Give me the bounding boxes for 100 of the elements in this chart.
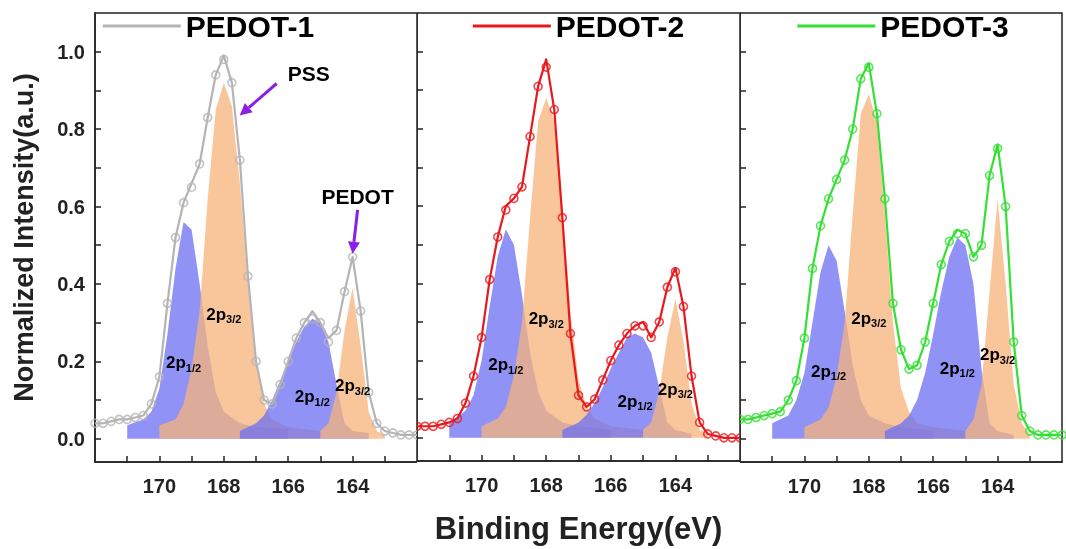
point [396,430,406,440]
point [767,408,777,419]
point [90,418,100,429]
point [710,431,721,441]
point [1025,426,1035,436]
point [622,328,632,339]
point [476,332,487,343]
point [807,263,818,274]
point [452,413,463,424]
x-tick-label: 170 [464,474,499,496]
point [686,371,697,381]
point [944,236,955,247]
point [888,298,898,309]
point [291,333,302,343]
point [460,398,471,408]
point [484,274,495,285]
legend-label: PEDOT-3 [880,9,1009,43]
point [235,155,245,165]
point [509,193,519,204]
point [799,333,810,343]
point [468,371,479,381]
point [783,395,794,405]
point [243,271,253,281]
x-tick-label: 166 [916,475,950,497]
point [751,412,761,423]
point [968,252,979,262]
x-tick-label: 164 [335,475,371,497]
point [210,70,221,80]
point [371,418,382,429]
y-tick-label: 1.0 [57,40,85,63]
point [154,372,165,382]
point [1000,201,1011,212]
point [194,159,205,169]
point [299,317,310,328]
point [984,170,995,181]
point [1041,430,1051,440]
y-axis-title: Normalized Intensity(a.u.) [8,73,39,402]
point [719,433,729,443]
point [831,174,842,185]
point [525,131,535,142]
y-tick-label: 0.6 [57,195,85,218]
point [307,313,318,324]
point [654,317,665,327]
point [355,306,366,316]
point [936,259,947,270]
point [186,182,197,192]
point [517,181,527,192]
x-axis-title: Binding Energy(eV) [434,511,723,546]
point [339,286,350,297]
point [743,414,753,425]
point [501,205,511,215]
point [791,375,802,386]
point [702,429,713,439]
point [267,399,277,409]
point [1008,337,1019,347]
point [444,417,455,428]
y-tick-label: 0.4 [57,272,86,295]
point [823,193,834,204]
x-tick-label: 170 [787,475,822,497]
point [912,360,922,371]
y-tick-label: 0.0 [57,427,85,450]
point [259,395,269,405]
point [283,356,293,367]
x-tick-label: 164 [980,475,1016,497]
point [162,298,173,309]
x-tick-label: 170 [142,475,177,497]
point [323,337,334,347]
x-tick-label: 168 [852,475,886,497]
point [670,266,681,277]
point [541,62,551,72]
legend-label: PEDOT-1 [185,9,315,43]
point [847,124,858,134]
point [904,364,914,374]
point [138,410,149,421]
point [1033,430,1043,440]
point [178,197,189,208]
point [815,221,826,231]
x-tick-label: 168 [207,475,241,497]
point [331,325,342,336]
point [275,379,285,390]
point [170,232,181,243]
point [928,298,938,309]
point [146,399,157,409]
point [638,321,648,331]
point [420,421,430,432]
point [347,252,358,262]
point [872,108,882,119]
point [614,340,624,350]
legend-label: PEDOT-2 [555,9,685,43]
point [202,112,213,123]
point [775,406,786,417]
point [589,394,600,404]
point [662,282,673,292]
point [694,417,705,428]
point [219,54,229,65]
point [976,240,987,251]
point [315,317,326,328]
point [630,321,640,331]
point [227,77,237,88]
point [98,418,108,429]
